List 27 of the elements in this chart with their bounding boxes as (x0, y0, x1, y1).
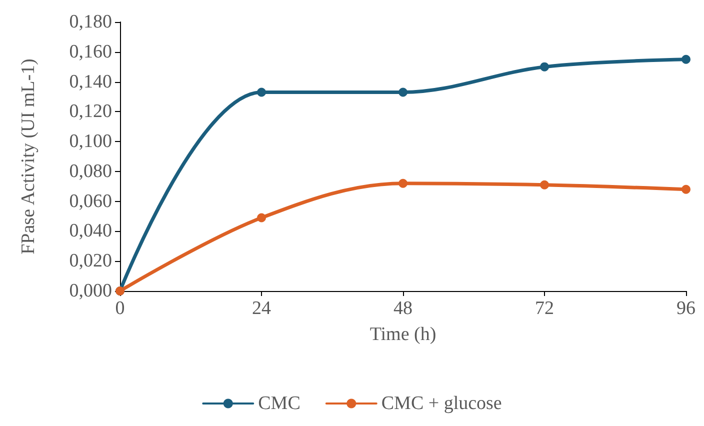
point (682, 54, 690, 64)
y-tick-label: 0,140 (69, 71, 112, 92)
legend-label: CMC + glucose (381, 393, 502, 414)
point (540, 62, 549, 72)
point (540, 180, 549, 190)
y-tick-label: 0,020 (69, 250, 112, 272)
y-tick-label: 0,120 (69, 101, 112, 122)
x-tick-label: 96 (676, 298, 696, 319)
legend-label: CMC (258, 393, 300, 414)
y-axis-title: FPase Activity (UI mL-1) (18, 58, 39, 254)
x-tick-label: 72 (535, 298, 554, 319)
x-tick-label: 0 (115, 298, 125, 319)
point (682, 184, 690, 194)
point (257, 88, 266, 97)
y-tick-label: 0,000 (69, 280, 112, 302)
y-tick-label: 0,040 (69, 220, 112, 242)
x-tick-label: 48 (394, 298, 412, 319)
y-tick-label: 0,100 (69, 131, 112, 152)
point (398, 178, 408, 188)
y-tick-label: 0,060 (69, 190, 112, 212)
y-tick-label: 0,080 (69, 160, 112, 182)
point (398, 88, 408, 97)
point (257, 213, 266, 222)
y-tick-label: 0,180 (69, 12, 112, 32)
y-tick-label: 0,160 (69, 41, 112, 62)
x-axis-title: Time (h) (370, 324, 436, 345)
x-tick-label: 24 (252, 298, 272, 319)
